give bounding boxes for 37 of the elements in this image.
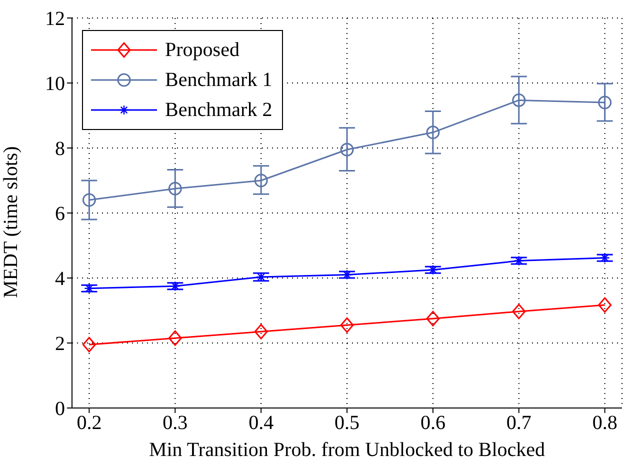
y-tick-label: 12 [45,8,65,30]
point [512,304,526,320]
point [512,93,526,107]
x-axis-title: Min Transition Prob. from Unblocked to Blocked [148,439,546,461]
y-tick-label: 8 [55,138,65,160]
point [340,317,354,333]
y-tick-label: 4 [55,268,65,290]
x-tick-label: 0.3 [162,412,188,434]
x-tick-label: 0.4 [248,412,274,434]
y-tick-label: 10 [45,73,65,96]
y-tick-label: 2 [55,333,65,356]
x-tick-label: 0.6 [420,412,446,434]
point [170,281,180,292]
point [340,142,354,156]
point [342,270,352,280]
y-tick-label: 6 [55,203,65,226]
point [426,126,440,140]
point [428,264,438,275]
point [598,96,612,110]
y-axis-title: MEDT (time slots) [0,146,22,298]
legend-label: Benchmark 2 [165,98,272,122]
point [168,182,182,196]
legend-label: Benchmark 1 [165,68,272,92]
x-tick-label: 0.7 [506,412,532,434]
x-tick-label: 0.5 [334,412,360,434]
point [514,256,524,266]
point [168,330,182,346]
point [82,193,96,207]
point [426,310,440,326]
x-tick-label: 0.8 [592,412,618,434]
x-tick-label: 0.2 [76,412,102,434]
point [254,324,268,340]
point [598,297,612,313]
legend-label: Proposed [165,38,240,62]
point [254,174,268,188]
y-tick-label: 0 [55,398,65,420]
point [82,336,96,352]
